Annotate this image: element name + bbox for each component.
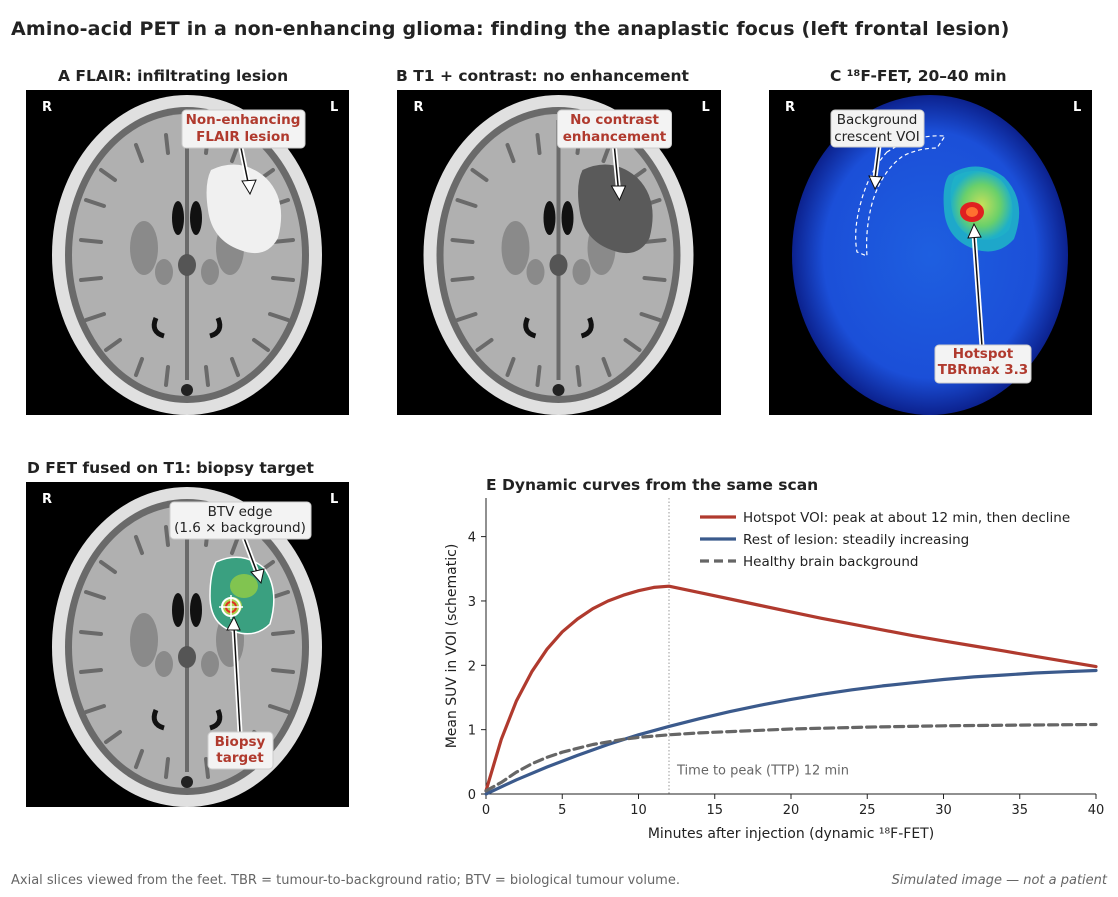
flair-callout-line2: FLAIR lesion bbox=[196, 129, 290, 145]
y-tick-label: 1 bbox=[468, 724, 476, 739]
flair-callout-box bbox=[181, 109, 306, 149]
nocontrast-callout-line2: enhancement bbox=[563, 129, 667, 145]
side-label-right: R bbox=[42, 100, 52, 115]
y-tick-label: 0 bbox=[468, 788, 476, 803]
x-tick-label: 10 bbox=[630, 803, 647, 818]
x-tick-label: 25 bbox=[859, 803, 876, 818]
side-label-left: L bbox=[702, 100, 710, 115]
hotspot-callout-line2: TBRmax 3.3 bbox=[938, 362, 1028, 378]
flair-lesion bbox=[206, 164, 282, 254]
x-tick-label: 5 bbox=[558, 803, 566, 818]
panel-c-fet: R L Background crescent VOI Hotspot TBRm… bbox=[769, 90, 1092, 415]
x-tick-label: 35 bbox=[1011, 803, 1028, 818]
legend-label-2: Rest of lesion: steadily increasing bbox=[743, 532, 969, 548]
x-tick-label: 30 bbox=[935, 803, 952, 818]
nocontrast-callout-line1: No contrast bbox=[570, 112, 659, 128]
background-callout-box bbox=[830, 109, 925, 148]
series-line-3 bbox=[484, 722, 1098, 793]
main-title: Amino-acid PET in a non-enhancing glioma… bbox=[11, 18, 1010, 40]
btv-callout-line1: BTV edge bbox=[208, 504, 273, 520]
hotspot-callout-box bbox=[934, 344, 1032, 384]
footer-note: Axial slices viewed from the feet. TBR =… bbox=[11, 873, 680, 888]
nonenhancing-lesion bbox=[578, 164, 653, 254]
side-label-right: R bbox=[785, 100, 795, 115]
panel-a-flair: R L Non-enhancing FLAIR lesion bbox=[26, 90, 349, 415]
y-tick-label: 2 bbox=[468, 659, 476, 674]
x-tick-label: 40 bbox=[1088, 803, 1105, 818]
y-axis-label: Mean SUV in VOI (schematic) bbox=[444, 544, 460, 749]
side-label-left: L bbox=[330, 100, 338, 115]
btv-callout-box bbox=[169, 501, 312, 540]
legend-label-3: Healthy brain background bbox=[743, 554, 918, 570]
biopsy-callout-box bbox=[207, 731, 274, 770]
biopsy-callout-line1: Biopsy bbox=[215, 734, 266, 750]
x-tick-label: 15 bbox=[706, 803, 723, 818]
panel-b-t1c: R L No contrast enhancement bbox=[397, 90, 721, 415]
btv-callout-line2: (1.6 × background) bbox=[174, 520, 306, 536]
x-tick-label: 0 bbox=[482, 803, 490, 818]
side-label-right: R bbox=[414, 100, 424, 115]
series-line-1 bbox=[484, 584, 1098, 793]
nocontrast-callout-box bbox=[557, 109, 672, 149]
background-callout-line1: Background bbox=[837, 112, 918, 128]
chart-title: E Dynamic curves from the same scan bbox=[486, 476, 818, 494]
series-line-2 bbox=[484, 668, 1098, 796]
panel-e-chart: E Dynamic curves from the same scan 0 5 10… bbox=[444, 476, 1105, 842]
side-label-left: L bbox=[330, 492, 338, 507]
biopsy-callout-line2: target bbox=[216, 750, 264, 766]
hotspot-callout-line1: Hotspot bbox=[953, 346, 1014, 362]
background-voi-outline bbox=[855, 135, 947, 257]
side-label-right: R bbox=[42, 492, 52, 507]
panel-d-fused: R L BTV edge (1.6 × background) Biopsy t… bbox=[26, 482, 349, 807]
ttp-annotation: Time to peak (TTP) 12 min bbox=[676, 764, 849, 779]
legend-label-1: Hotspot VOI: peak at about 12 min, then … bbox=[743, 510, 1070, 526]
x-tick-label: 20 bbox=[783, 803, 800, 818]
y-tick-label: 3 bbox=[468, 595, 476, 610]
y-tick-label: 4 bbox=[468, 531, 476, 546]
background-callout-line2: crescent VOI bbox=[834, 129, 920, 145]
x-axis-label: Minutes after injection (dynamic ¹⁸F-FET… bbox=[648, 826, 934, 842]
panel-d-title: D FET fused on T1: biopsy target bbox=[27, 459, 314, 477]
panel-c-title: C ¹⁸F-FET, 20–40 min bbox=[830, 67, 1007, 85]
panel-a-title: A FLAIR: infiltrating lesion bbox=[58, 67, 289, 85]
side-label-left: L bbox=[1073, 100, 1081, 115]
footer-disclaimer: Simulated image — not a patient bbox=[891, 873, 1107, 888]
biopsy-target-icon bbox=[219, 595, 243, 619]
panel-b-title: B T1 + contrast: no enhancement bbox=[396, 67, 689, 85]
flair-callout-line1: Non-enhancing bbox=[186, 112, 301, 128]
